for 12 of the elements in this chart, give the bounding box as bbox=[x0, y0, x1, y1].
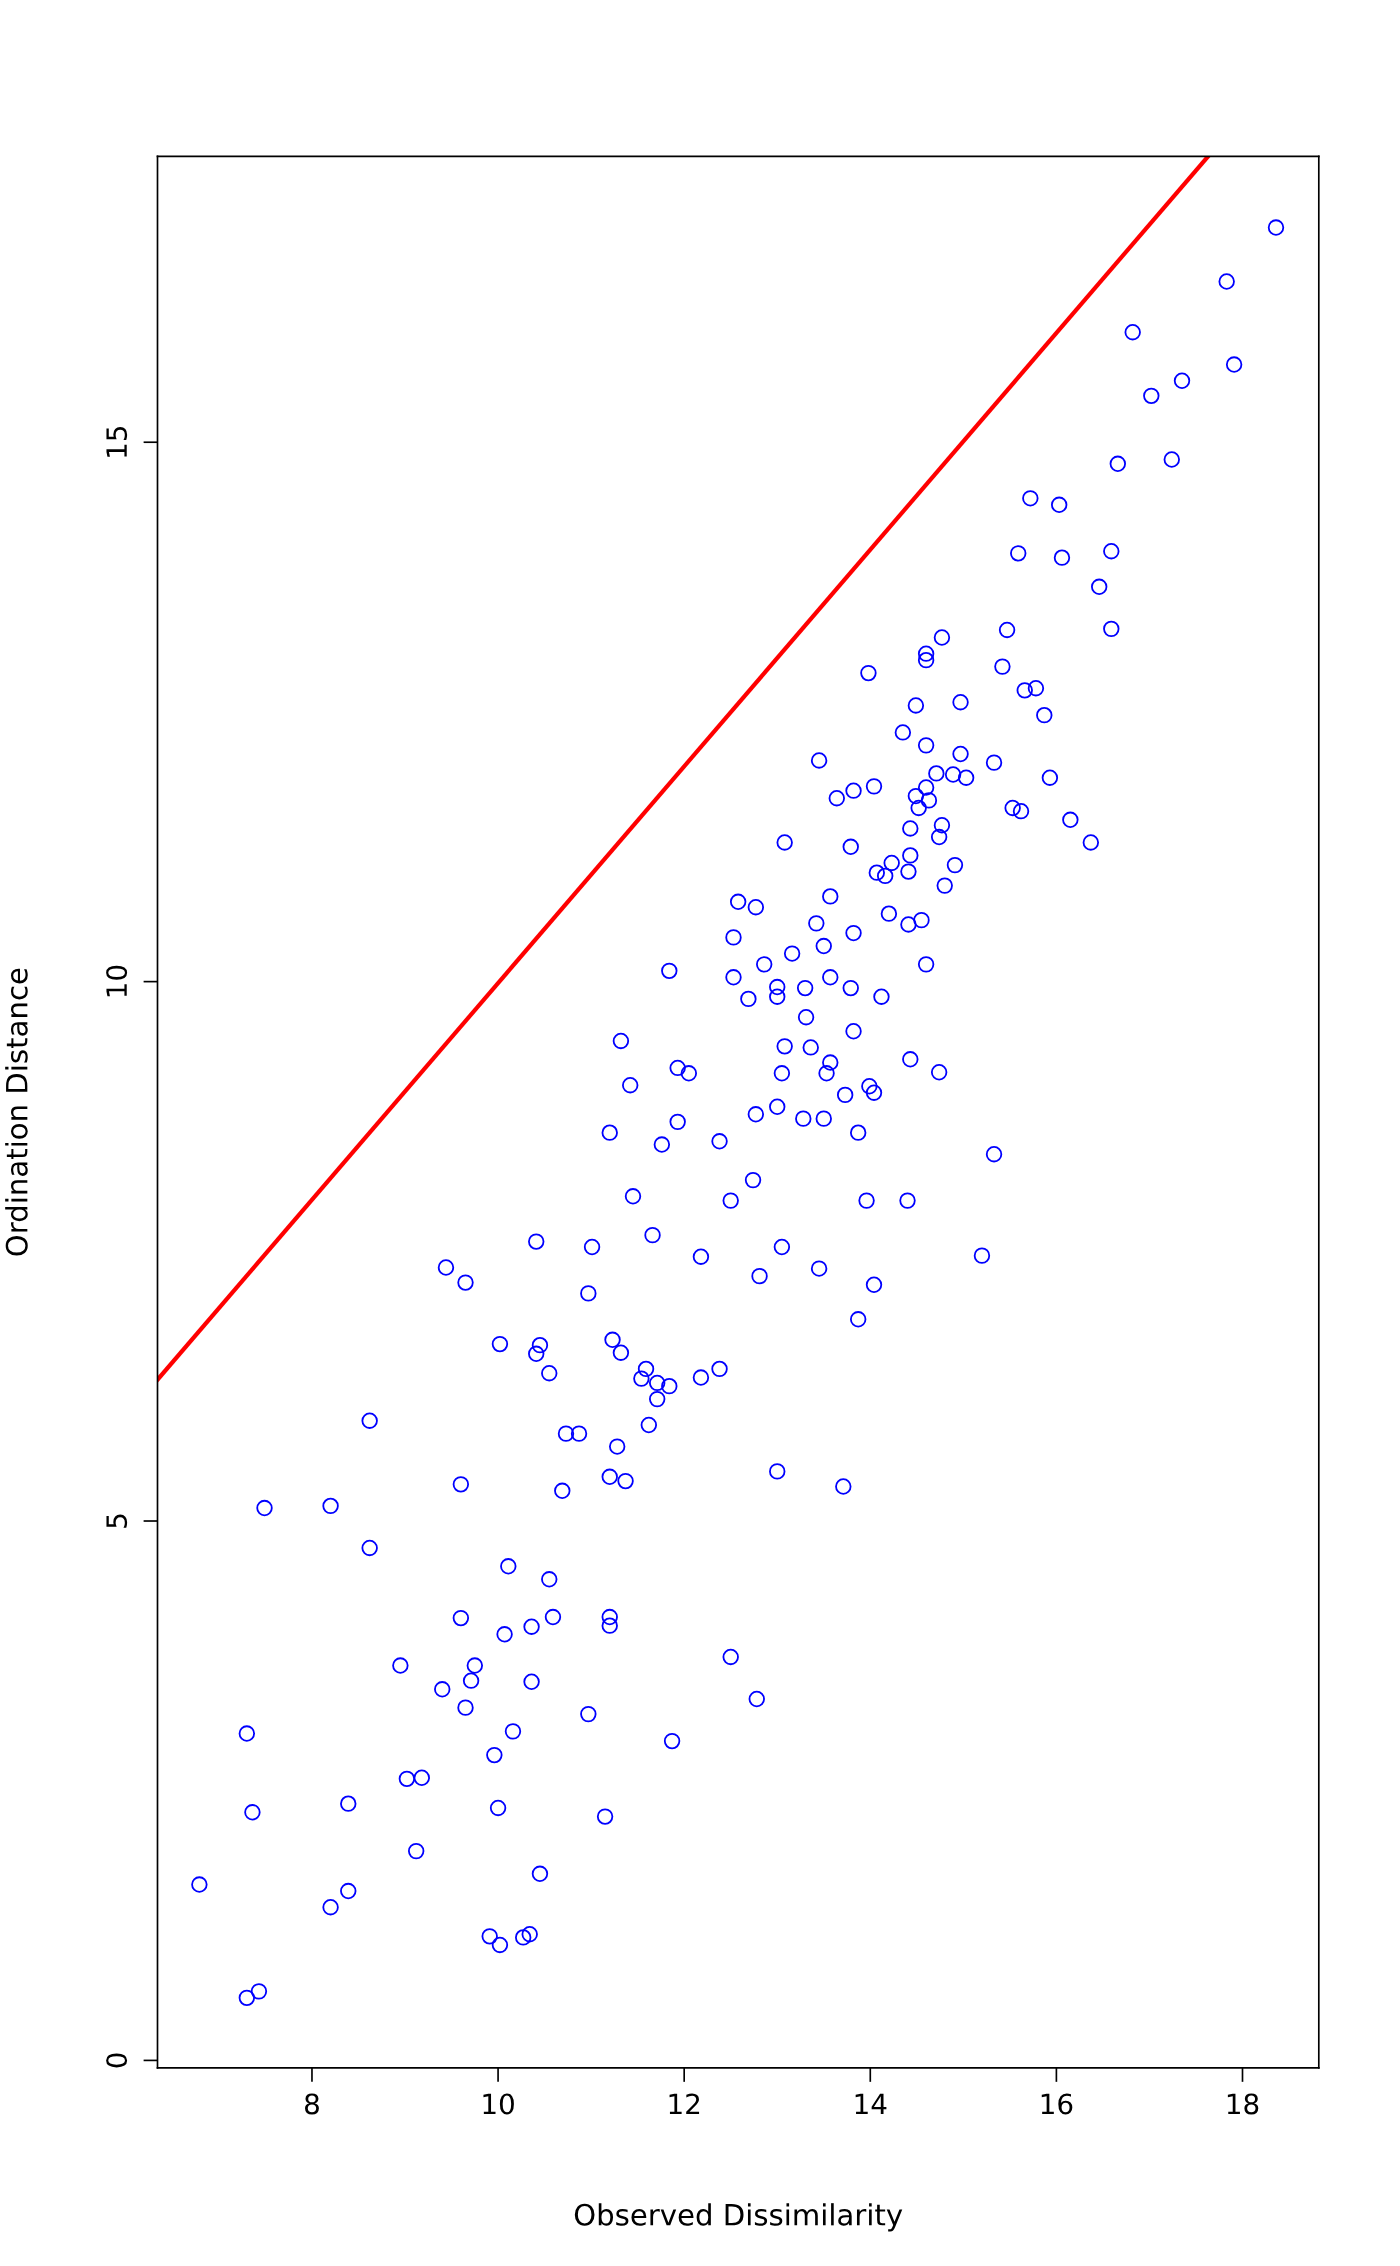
x-tick-label: 8 bbox=[305, 2093, 319, 2115]
y-tick-label: 0 bbox=[106, 2053, 128, 2068]
y-tick-label: 10 bbox=[106, 965, 128, 997]
x-tick-label: 12 bbox=[669, 2093, 700, 2115]
x-tick-label: 18 bbox=[1227, 2093, 1259, 2115]
x-tick-label: 14 bbox=[855, 2093, 887, 2115]
y-axis-title: Ordination Distance bbox=[5, 968, 28, 1256]
x-tick-label: 10 bbox=[483, 2093, 514, 2115]
y-tick-label: 5 bbox=[106, 1514, 128, 1528]
y-tick-label: 15 bbox=[106, 426, 128, 457]
x-tick-label: 16 bbox=[1041, 2093, 1073, 2115]
x-axis-title: Observed Dissimilarity bbox=[574, 2203, 903, 2232]
